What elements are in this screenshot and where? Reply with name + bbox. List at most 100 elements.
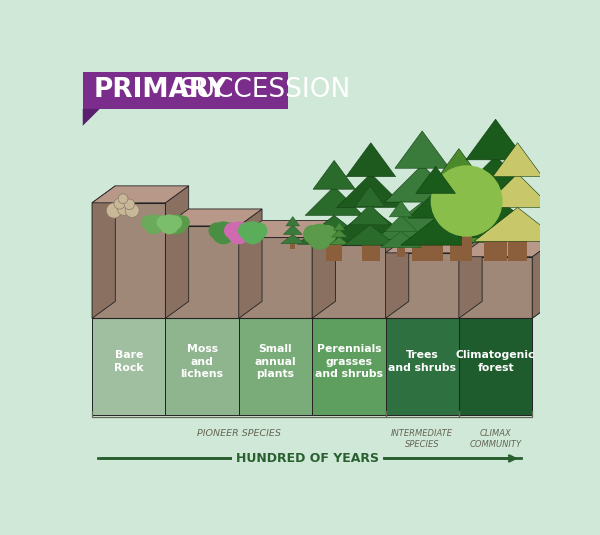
Polygon shape [416, 166, 455, 194]
Text: Bare
Rock: Bare Rock [114, 350, 143, 373]
Text: PIONEER SPECIES: PIONEER SPECIES [197, 429, 281, 438]
Circle shape [224, 223, 240, 238]
Polygon shape [532, 240, 556, 318]
Polygon shape [337, 240, 341, 249]
Polygon shape [418, 210, 500, 242]
Circle shape [165, 216, 178, 229]
Circle shape [176, 216, 189, 229]
Polygon shape [386, 253, 459, 318]
Polygon shape [334, 223, 345, 230]
Polygon shape [355, 186, 385, 207]
Polygon shape [362, 222, 380, 261]
Polygon shape [326, 228, 342, 261]
Polygon shape [283, 225, 302, 234]
Circle shape [319, 226, 336, 243]
Polygon shape [166, 318, 239, 415]
Polygon shape [83, 109, 100, 126]
Text: Trees
and shrubs: Trees and shrubs [388, 350, 456, 373]
Polygon shape [427, 178, 491, 210]
Polygon shape [83, 72, 288, 109]
Polygon shape [312, 228, 409, 245]
Circle shape [145, 215, 163, 234]
Polygon shape [474, 208, 561, 241]
Circle shape [118, 203, 130, 216]
Circle shape [239, 223, 254, 238]
Polygon shape [92, 301, 556, 318]
Text: SUCCESSION: SUCCESSION [179, 78, 350, 103]
Polygon shape [401, 218, 470, 245]
Polygon shape [312, 318, 386, 415]
Polygon shape [459, 318, 532, 415]
Polygon shape [386, 318, 459, 415]
Text: Climatogenic
forest: Climatogenic forest [456, 350, 535, 373]
Polygon shape [239, 238, 312, 318]
Text: INTERMEDIATE
SPECIES: INTERMEDIATE SPECIES [391, 429, 453, 448]
Polygon shape [459, 236, 482, 318]
Polygon shape [92, 203, 166, 318]
Circle shape [222, 223, 238, 238]
Polygon shape [166, 226, 239, 318]
Polygon shape [493, 143, 542, 177]
Polygon shape [313, 160, 355, 189]
Polygon shape [385, 165, 460, 202]
Circle shape [153, 216, 166, 229]
Polygon shape [412, 218, 433, 261]
Polygon shape [328, 208, 414, 241]
Polygon shape [374, 202, 470, 239]
Circle shape [242, 222, 263, 243]
Circle shape [308, 224, 332, 249]
Polygon shape [332, 230, 347, 237]
Circle shape [157, 216, 170, 229]
Polygon shape [290, 239, 295, 249]
Polygon shape [312, 220, 335, 318]
Polygon shape [409, 191, 463, 218]
Circle shape [106, 203, 122, 218]
Polygon shape [385, 216, 417, 232]
Polygon shape [312, 245, 386, 318]
Polygon shape [386, 228, 409, 318]
Text: CLIMAX
COMMUNITY: CLIMAX COMMUNITY [470, 429, 521, 448]
Polygon shape [459, 257, 532, 318]
Polygon shape [466, 119, 526, 160]
Polygon shape [459, 240, 556, 257]
Circle shape [209, 223, 224, 238]
Polygon shape [305, 187, 363, 216]
Circle shape [169, 216, 181, 229]
Polygon shape [364, 234, 376, 257]
Polygon shape [461, 226, 472, 261]
Polygon shape [484, 173, 551, 208]
Circle shape [118, 194, 128, 204]
Circle shape [228, 222, 250, 243]
Polygon shape [428, 230, 443, 261]
Polygon shape [436, 149, 482, 181]
Polygon shape [281, 234, 305, 244]
Polygon shape [239, 220, 335, 238]
Circle shape [238, 223, 253, 238]
Polygon shape [484, 215, 507, 261]
Circle shape [431, 166, 502, 236]
Text: HUNDRED OF YEARS: HUNDRED OF YEARS [236, 452, 379, 465]
Polygon shape [286, 217, 299, 226]
Polygon shape [395, 131, 449, 168]
Circle shape [125, 204, 139, 217]
Polygon shape [166, 186, 188, 318]
Polygon shape [337, 173, 405, 208]
Polygon shape [380, 232, 422, 248]
Text: Moss
and
lichens: Moss and lichens [181, 344, 224, 379]
Polygon shape [92, 318, 166, 415]
Circle shape [114, 198, 125, 209]
Polygon shape [389, 201, 413, 217]
Text: Small
annual
plants: Small annual plants [254, 344, 296, 379]
Polygon shape [239, 209, 262, 318]
Polygon shape [386, 236, 482, 253]
Circle shape [142, 216, 155, 229]
Circle shape [160, 215, 179, 234]
Circle shape [124, 199, 134, 210]
Text: Perennials
grasses
and shrubs: Perennials grasses and shrubs [315, 344, 383, 379]
Polygon shape [92, 186, 188, 203]
Circle shape [168, 215, 187, 234]
Polygon shape [455, 156, 536, 197]
Polygon shape [350, 204, 391, 225]
Circle shape [251, 223, 267, 238]
Text: PRIMARY: PRIMARY [94, 78, 227, 103]
